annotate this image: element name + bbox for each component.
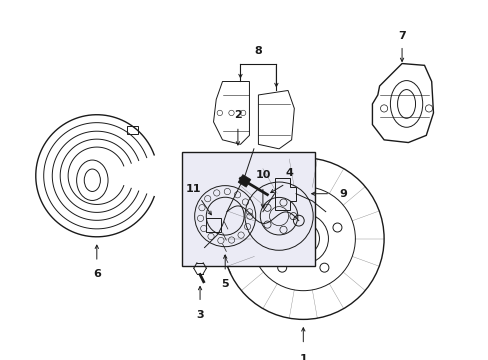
Text: 6: 6	[93, 269, 101, 279]
Bar	[182, 152, 314, 266]
Text: 5: 5	[221, 279, 228, 289]
Text: 10: 10	[255, 170, 270, 180]
Text: 2: 2	[234, 110, 241, 120]
Polygon shape	[238, 175, 250, 187]
Text: 7: 7	[397, 31, 405, 41]
Text: 9: 9	[339, 189, 346, 199]
Bar	[127, 126, 138, 134]
Text: 4: 4	[285, 168, 293, 179]
Text: 11: 11	[185, 184, 201, 194]
Text: 1: 1	[299, 354, 306, 360]
Text: 8: 8	[254, 46, 262, 57]
Text: 3: 3	[196, 310, 203, 320]
Bar	[206, 218, 220, 232]
